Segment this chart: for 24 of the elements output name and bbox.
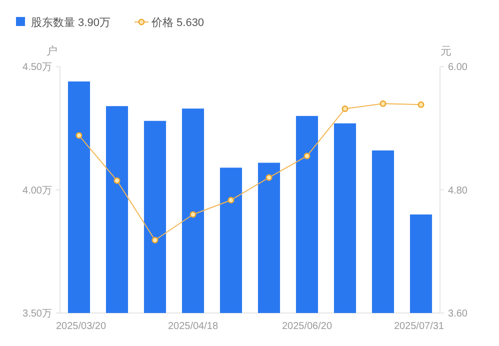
x-tick-label: 2025/04/18 xyxy=(168,321,218,332)
point xyxy=(266,174,272,181)
y-tick-label: 3.50万 xyxy=(22,308,52,320)
y2-tick-label: 6.00 xyxy=(448,62,468,74)
y-tick-label: 4.00万 xyxy=(22,185,52,196)
legend-label: 股东数量 3.90万 xyxy=(31,16,110,29)
point xyxy=(190,211,196,218)
point xyxy=(114,177,120,184)
y2-tick-label: 4.80 xyxy=(448,185,468,196)
point xyxy=(304,152,310,160)
point xyxy=(342,106,348,112)
point xyxy=(76,132,82,139)
point xyxy=(380,100,386,107)
point xyxy=(418,101,424,108)
x-tick-label: 2025/06/20 xyxy=(282,321,332,332)
x-tick-label: 2025/03/20 xyxy=(56,321,106,332)
y2-axis-title: 元 xyxy=(440,46,452,58)
y-tick-label: 4.50万 xyxy=(22,62,52,74)
legend-label: 价格 5.630 xyxy=(150,17,204,29)
y2-tick-label: 3.60 xyxy=(448,308,468,320)
point xyxy=(228,196,234,204)
point xyxy=(152,236,158,244)
y-axis-title: 户 xyxy=(46,44,58,58)
x-tick-label: 2025/07/31 xyxy=(394,321,444,332)
